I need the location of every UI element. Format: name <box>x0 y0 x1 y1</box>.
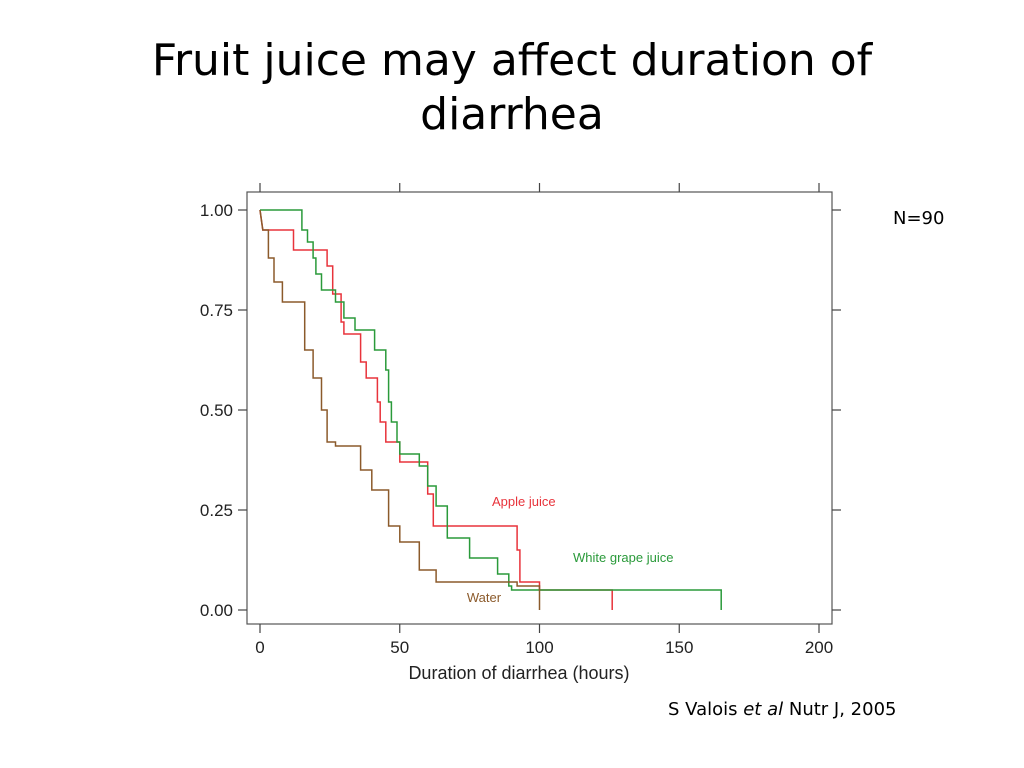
slide-title: Fruit juice may affect duration of diarr… <box>151 35 873 140</box>
x-tick-label-150: 150 <box>665 638 693 657</box>
labels-layer: Apple juice White grape juice Water <box>467 494 674 605</box>
x-tick-label-0: 0 <box>255 638 264 657</box>
y-tick-label-1: 1.00 <box>200 201 233 220</box>
x-tick-label-100: 100 <box>525 638 553 657</box>
series-line-1 <box>259 209 613 610</box>
y-tick-label-0.5: 0.50 <box>200 401 233 420</box>
sample-size-label: N=90 <box>893 208 945 229</box>
citation-author: S Valois <box>668 699 738 720</box>
axes-layer: 0 50 100 150 200 0.00 0.25 0.50 0.75 1.00 <box>200 183 841 657</box>
x-axis-title: Duration of diarrhea (hours) <box>408 663 629 683</box>
y-tick-label-0: 0.00 <box>200 601 233 620</box>
citation: S Valois et al Nutr J, 2005 <box>668 699 896 720</box>
y-tick-label-0.75: 0.75 <box>200 301 233 320</box>
x-tick-label-200: 200 <box>805 638 833 657</box>
series-label-3: Water <box>467 590 502 605</box>
series-label-1: Apple juice <box>492 494 556 509</box>
y-tick-label-0.25: 0.25 <box>200 501 233 520</box>
series-label-2: White grape juice <box>573 550 673 565</box>
citation-etal: et al <box>743 699 784 720</box>
lines-layer <box>259 209 722 610</box>
series-line-3 <box>259 209 541 610</box>
plot-area <box>246 191 833 625</box>
series-line-2 <box>260 209 722 610</box>
x-tick-label-50: 50 <box>390 638 409 657</box>
citation-journal: Nutr J, 2005 <box>788 699 897 720</box>
